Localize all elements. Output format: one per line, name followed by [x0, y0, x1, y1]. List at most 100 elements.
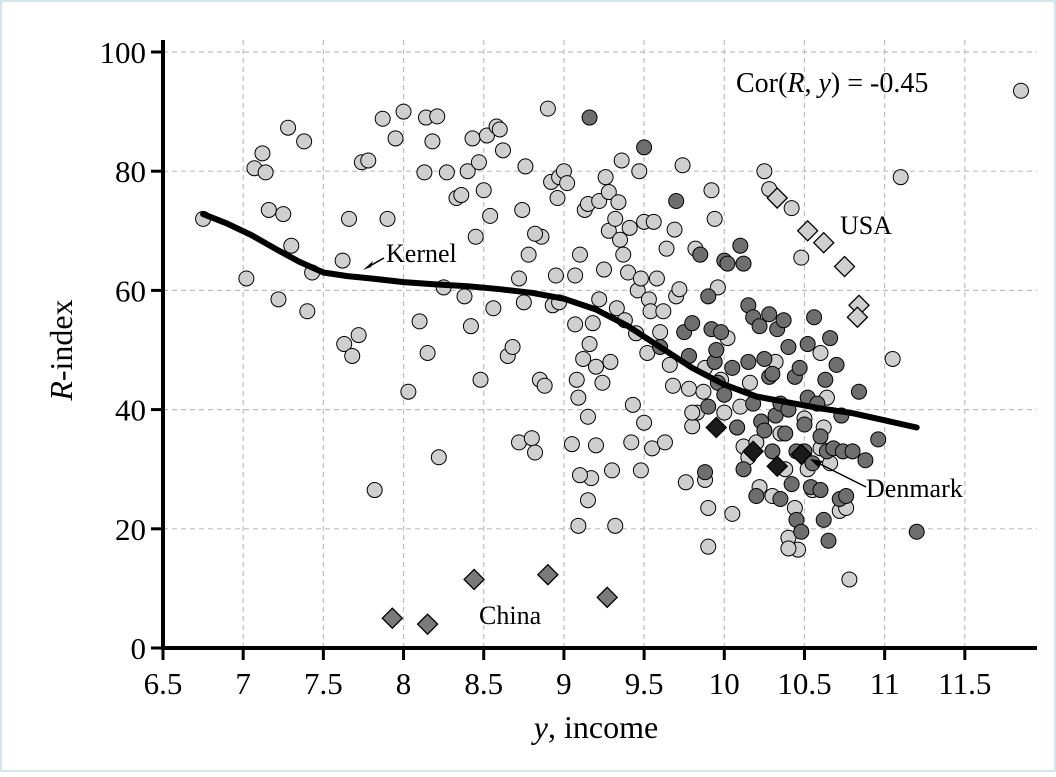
data-point	[697, 464, 714, 481]
diamond-point	[790, 443, 813, 466]
data-point	[594, 374, 611, 391]
data-point	[536, 377, 553, 394]
data-point	[260, 201, 277, 218]
denmark-label: Denmark	[866, 474, 963, 503]
data-point	[817, 371, 834, 388]
y-tick-label: 80	[115, 154, 146, 189]
data-point	[677, 474, 694, 491]
data-point	[395, 103, 412, 120]
data-point	[515, 294, 532, 311]
data-point	[666, 221, 683, 238]
kernel-label: Kernel	[386, 239, 457, 268]
data-point	[587, 358, 604, 375]
data-point	[517, 158, 534, 175]
data-point	[700, 398, 717, 415]
data-point	[296, 133, 313, 150]
data-point	[579, 408, 596, 425]
diamond-point	[416, 613, 439, 636]
data-point	[806, 309, 823, 326]
data-point	[648, 270, 665, 287]
data-point	[366, 482, 383, 499]
data-point	[567, 267, 584, 284]
data-point	[257, 164, 274, 181]
data-point	[636, 139, 653, 156]
y-tick-label: 100	[100, 35, 147, 70]
data-point	[581, 336, 598, 353]
data-point	[780, 540, 797, 557]
data-point	[815, 511, 832, 528]
data-point	[764, 443, 781, 460]
x-tick-label: 7	[235, 666, 251, 701]
data-point	[756, 422, 773, 439]
x-tick-label: 11	[870, 666, 900, 701]
data-point	[568, 371, 585, 388]
data-point	[892, 169, 909, 186]
x-tick-label: 8.5	[464, 666, 503, 701]
data-point	[652, 324, 669, 341]
data-point	[796, 416, 813, 433]
data-point	[453, 187, 470, 204]
data-point	[740, 353, 757, 370]
data-point	[411, 313, 428, 330]
data-point	[581, 109, 598, 126]
diamond-point	[742, 440, 765, 463]
data-point	[571, 467, 588, 484]
y-tick-label: 0	[131, 631, 147, 666]
data-point	[783, 200, 800, 217]
data-point	[661, 356, 678, 373]
data-point	[908, 523, 925, 540]
data-point	[270, 291, 287, 308]
data-point	[334, 252, 351, 269]
data-point	[632, 462, 649, 479]
data-point	[472, 371, 489, 388]
diamond-point	[846, 306, 869, 329]
data-point	[549, 190, 566, 207]
data-point	[791, 359, 808, 376]
data-point	[724, 359, 741, 376]
diamond-point	[536, 563, 559, 586]
data-point	[584, 315, 601, 332]
x-tick-label: 8	[396, 666, 412, 701]
data-point	[604, 462, 621, 479]
data-point	[602, 353, 619, 370]
data-point	[523, 430, 540, 447]
data-point	[600, 184, 617, 201]
data-point	[504, 339, 521, 356]
data-point	[470, 154, 487, 171]
data-point	[656, 434, 673, 451]
x-tick-label: 10	[709, 666, 740, 701]
data-point	[485, 300, 502, 317]
data-point	[684, 404, 701, 421]
data-point	[360, 152, 377, 169]
data-point	[591, 291, 608, 308]
data-point	[520, 246, 537, 263]
data-point	[387, 130, 404, 147]
data-point	[719, 255, 736, 272]
data-point	[610, 194, 627, 211]
data-point	[608, 300, 625, 317]
data-point	[700, 499, 717, 516]
data-point	[751, 318, 768, 335]
data-point	[607, 517, 624, 534]
data-point	[494, 142, 511, 159]
data-point	[655, 303, 672, 320]
data-point	[621, 219, 638, 236]
data-point	[547, 267, 564, 284]
data-point	[822, 330, 839, 347]
kernel-line	[200, 211, 920, 431]
data-point	[783, 476, 800, 493]
data-point	[700, 288, 717, 305]
data-point	[692, 246, 709, 263]
data-point	[344, 347, 361, 364]
data-point	[559, 175, 576, 192]
data-point	[632, 270, 649, 287]
diamond-point	[766, 187, 789, 209]
data-point	[283, 237, 300, 254]
data-point	[812, 428, 829, 445]
diamond-point	[833, 255, 856, 278]
data-point	[684, 315, 701, 332]
data-point	[681, 380, 698, 397]
data-point	[777, 425, 794, 442]
data-point	[467, 228, 484, 245]
